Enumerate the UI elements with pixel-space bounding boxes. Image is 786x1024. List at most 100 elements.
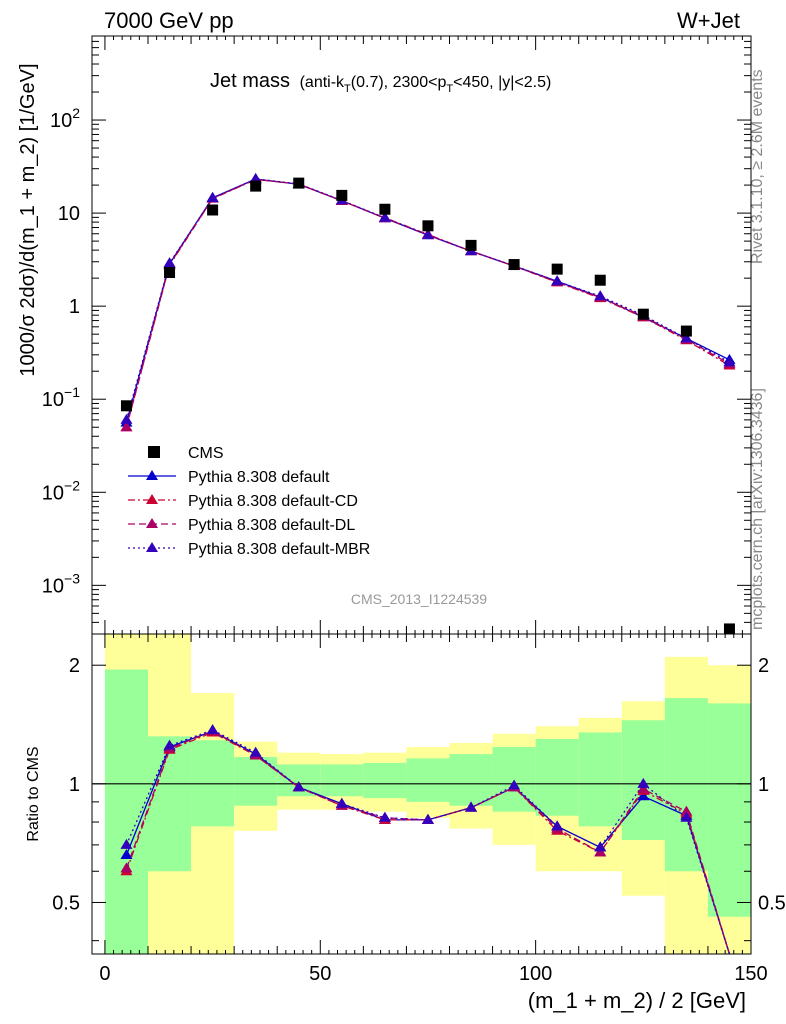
y-tick-label: 102 (50, 105, 80, 132)
data-point (293, 177, 305, 189)
data-point (422, 220, 434, 232)
ratio-frame (91, 633, 752, 955)
ratio-point (637, 790, 650, 801)
title-detail-b: (0.7), 2300<p (351, 74, 447, 91)
data-point (551, 263, 563, 275)
data-point (336, 189, 348, 201)
ratio-y-tick-label-right: 1 (758, 774, 769, 796)
data-point (723, 356, 736, 367)
series-line (125, 178, 730, 428)
title-detail-c: <450, |y|<2.5) (453, 74, 551, 91)
y-tick-label-base: 10 (58, 203, 80, 225)
uncertainty-band-green (363, 762, 407, 799)
ratio-point (120, 862, 133, 873)
data-point (120, 400, 132, 412)
title-sub-b: T (446, 83, 453, 95)
mcplots-label: mcplots.cern.ch [arXiv:1306.3436] (749, 388, 766, 630)
ratio-y-tick-label-right: 0.5 (758, 892, 786, 914)
ratio-point (551, 820, 564, 831)
ratio-y-tick-label: 2 (69, 655, 80, 677)
y-tick-label-base: 1 (69, 296, 80, 318)
x-tick-label: 150 (734, 963, 767, 985)
legend-label: Pythia 8.308 default-MBR (188, 541, 370, 558)
legend: CMS Pythia 8.308 default Pythia 8.308 defa… (128, 445, 370, 558)
uncertainty-band-green (277, 764, 321, 797)
uncertainty-band-green (535, 738, 579, 816)
y-tick-label-base: 10 (42, 389, 64, 411)
ratio-point (465, 801, 478, 812)
y-tick-label: 1 (69, 296, 80, 318)
data-point (379, 203, 391, 215)
ratio-axis-ticks: 0.5 0.5 1 1 2 2 0 50 100 150 (52, 634, 786, 985)
x-tick-label: 100 (519, 963, 552, 985)
data-point (120, 413, 133, 424)
uncertainty-band-green (449, 754, 493, 806)
legend-label: Pythia 8.308 default-CD (188, 493, 358, 510)
legend-label: Pythia 8.308 default (188, 469, 330, 486)
legend-label: CMS (188, 445, 224, 462)
ratio-point (594, 841, 607, 852)
ratio-point (206, 723, 219, 734)
data-point (594, 290, 607, 301)
series-line (125, 178, 730, 423)
title-main: Jet mass (210, 70, 290, 92)
ratio-point (163, 739, 176, 750)
ratio-point (378, 811, 391, 822)
legend-marker (148, 446, 160, 458)
analysis-id: CMS_2013_I1224539 (351, 591, 487, 607)
y-tick-label-exp: 2 (72, 105, 80, 121)
legend-marker (146, 518, 158, 528)
ratio-point (120, 848, 133, 859)
x-axis-label: (m_1 + m_2) / 2 [GeV] (528, 988, 746, 1013)
data-point (163, 257, 176, 268)
y-tick-label: 10 (58, 203, 80, 225)
plot-title: Jet mass (anti-kT(0.7), 2300<pT<450, |y|… (210, 70, 551, 95)
ratio-point (594, 846, 607, 857)
ratio-point (508, 779, 521, 790)
ratio-point (680, 811, 693, 822)
ratio-y-tick-label-right: 2 (758, 655, 769, 677)
ratio-data-layer (92, 634, 751, 955)
uncertainty-band-green (578, 732, 622, 827)
data-point (508, 259, 520, 271)
main-ylabel: 1000/σ 2dσ)/d(m_1 + m_2) [1/GeV] (17, 63, 39, 376)
data-point (723, 623, 735, 635)
ratio-point (421, 813, 434, 824)
ratio-point (637, 777, 650, 788)
ratio-y-tick-label: 1 (69, 774, 80, 796)
y-tick-label-exp: −2 (64, 477, 80, 493)
data-point (164, 266, 176, 278)
uncertainty-band-green (664, 698, 708, 872)
uncertainty-band-green (406, 758, 450, 802)
title-detail-a: (anti-k (300, 74, 345, 91)
uncertainty-band-green (707, 703, 751, 917)
ratio-point (680, 805, 693, 816)
y-tick-label: 10−3 (42, 570, 80, 597)
legend-marker (146, 494, 158, 504)
data-point (637, 308, 649, 320)
data-point (250, 180, 262, 192)
data-point (421, 229, 434, 240)
data-point (120, 421, 133, 432)
data-point (465, 239, 477, 251)
header-energy: 7000 GeV pp (104, 8, 234, 33)
data-point (206, 192, 219, 203)
ratio-panel: 0.5 0.5 1 1 2 2 0 50 100 150 Ratio to CMS (25, 633, 786, 985)
title-sub-a: T (344, 83, 351, 95)
header-process: W+Jet (677, 8, 740, 33)
series-line (125, 178, 730, 428)
x-tick-label: 0 (99, 963, 110, 985)
uncertainty-band-green (147, 736, 192, 872)
ratio-point (120, 838, 133, 849)
ratio-ylabel: Ratio to CMS (25, 746, 42, 841)
data-point (594, 274, 606, 286)
data-point (378, 211, 391, 222)
uncertainty-band-green (320, 764, 364, 797)
data-point (680, 332, 693, 343)
y-tick-label: 10−1 (42, 384, 80, 411)
legend-label: Pythia 8.308 default-DL (188, 517, 355, 534)
y-tick-label-base: 10 (42, 575, 64, 597)
ratio-y-tick-label: 0.5 (52, 892, 80, 914)
